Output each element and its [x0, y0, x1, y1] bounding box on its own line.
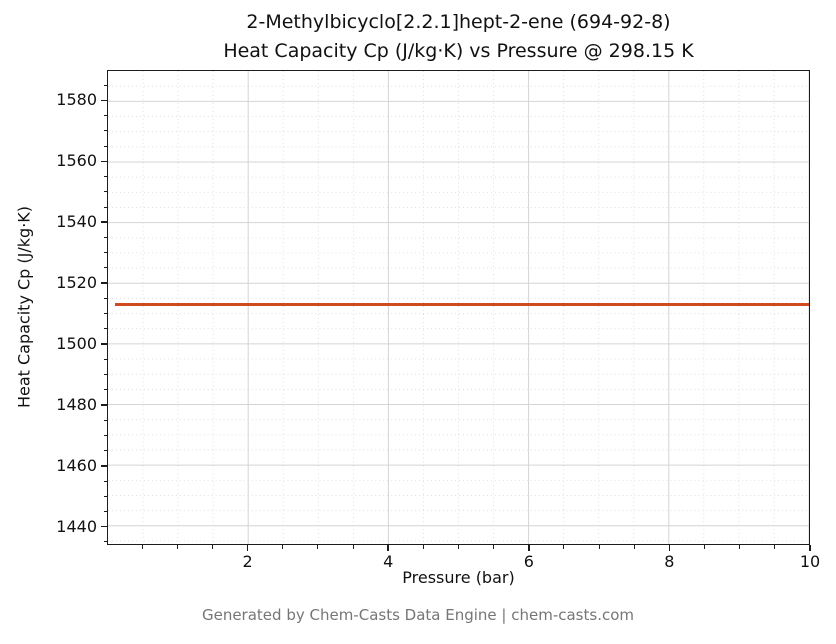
y-tick-mark [101, 99, 107, 102]
y-tick-label: 1480 [56, 394, 97, 414]
y-minor-tick-mark [103, 236, 107, 238]
x-tick-mark [387, 545, 389, 551]
y-minor-tick-mark [103, 541, 107, 543]
x-minor-tick-mark [563, 545, 565, 549]
x-tick-label: 10 [799, 552, 821, 571]
plot-canvas [108, 71, 809, 544]
y-tick-label: 1440 [56, 516, 97, 536]
x-tick-mark [809, 545, 811, 551]
y-minor-tick-mark [103, 328, 107, 330]
x-minor-tick-mark [317, 545, 319, 549]
y-minor-tick-mark [103, 145, 107, 147]
x-minor-tick-mark [739, 545, 741, 549]
footer-text: Generated by Chem-Casts Data Engine | ch… [201, 606, 635, 624]
y-minor-tick-mark [103, 389, 107, 391]
x-tick-label: 8 [664, 552, 675, 571]
y-tick-label: 1500 [56, 334, 97, 354]
x-tick-label: 2 [242, 552, 253, 571]
plot-area [107, 70, 810, 545]
x-tick-label: 4 [383, 552, 394, 571]
chart-title-line1: 2-Methylbicyclo[2.2.1]hept-2-ene (694-92… [246, 11, 671, 33]
y-minor-tick-mark [103, 511, 107, 512]
y-tick-label: 1460 [56, 455, 97, 475]
y-minor-tick-mark [103, 434, 107, 436]
y-tick-mark [101, 221, 107, 223]
y-minor-tick-mark [103, 206, 107, 208]
x-minor-tick-mark [493, 545, 495, 549]
y-minor-tick-mark [103, 373, 107, 375]
y-tick-label: 1540 [56, 212, 97, 232]
y-minor-tick-mark [103, 130, 107, 132]
x-minor-tick-mark [352, 545, 354, 549]
y-axis-label: Heat Capacity Cp (J/kg·K) [14, 205, 34, 409]
y-tick-label: 1580 [56, 90, 97, 110]
x-axis-label: Pressure (bar) [402, 568, 515, 587]
y-minor-tick-mark [103, 495, 107, 497]
x-tick-label: 6 [523, 552, 534, 571]
y-tick-mark [101, 343, 107, 345]
x-minor-tick-mark [211, 545, 213, 549]
x-minor-tick-mark [141, 545, 143, 549]
y-tick-mark [101, 525, 107, 528]
y-minor-tick-mark [103, 176, 107, 178]
x-minor-tick-mark [282, 545, 284, 549]
y-minor-tick-mark [103, 191, 107, 193]
x-minor-tick-mark [458, 545, 459, 549]
y-tick-mark [101, 404, 107, 406]
y-tick-label: 1520 [56, 273, 97, 293]
chart-title-line2: Heat Capacity Cp (J/kg·K) vs Pressure @ … [223, 39, 694, 62]
y-tick-mark [101, 282, 107, 284]
y-minor-tick-mark [103, 313, 107, 315]
x-tick-mark [246, 545, 249, 551]
y-minor-tick-mark [103, 297, 107, 299]
x-tick-mark [528, 545, 530, 551]
x-minor-tick-mark [176, 545, 178, 549]
y-minor-tick-mark [103, 267, 107, 269]
y-minor-tick-mark [103, 480, 107, 482]
x-minor-tick-mark [633, 545, 635, 549]
chart-title: 2-Methylbicyclo[2.2.1]hept-2-ene (694-92… [107, 8, 810, 65]
y-minor-tick-mark [103, 419, 107, 421]
y-minor-tick-mark [103, 115, 107, 117]
y-minor-tick-mark [103, 252, 107, 254]
y-minor-tick-mark [103, 84, 107, 86]
y-minor-tick-mark [103, 450, 107, 452]
y-tick-mark [101, 160, 107, 163]
y-minor-tick-mark [103, 358, 107, 360]
x-minor-tick-mark [598, 545, 600, 549]
x-minor-tick-mark [422, 545, 424, 549]
y-tick-label: 1560 [56, 151, 97, 171]
y-tick-mark [101, 465, 107, 467]
x-tick-mark [668, 545, 671, 551]
x-minor-tick-mark [774, 545, 776, 549]
x-minor-tick-mark [704, 545, 706, 549]
